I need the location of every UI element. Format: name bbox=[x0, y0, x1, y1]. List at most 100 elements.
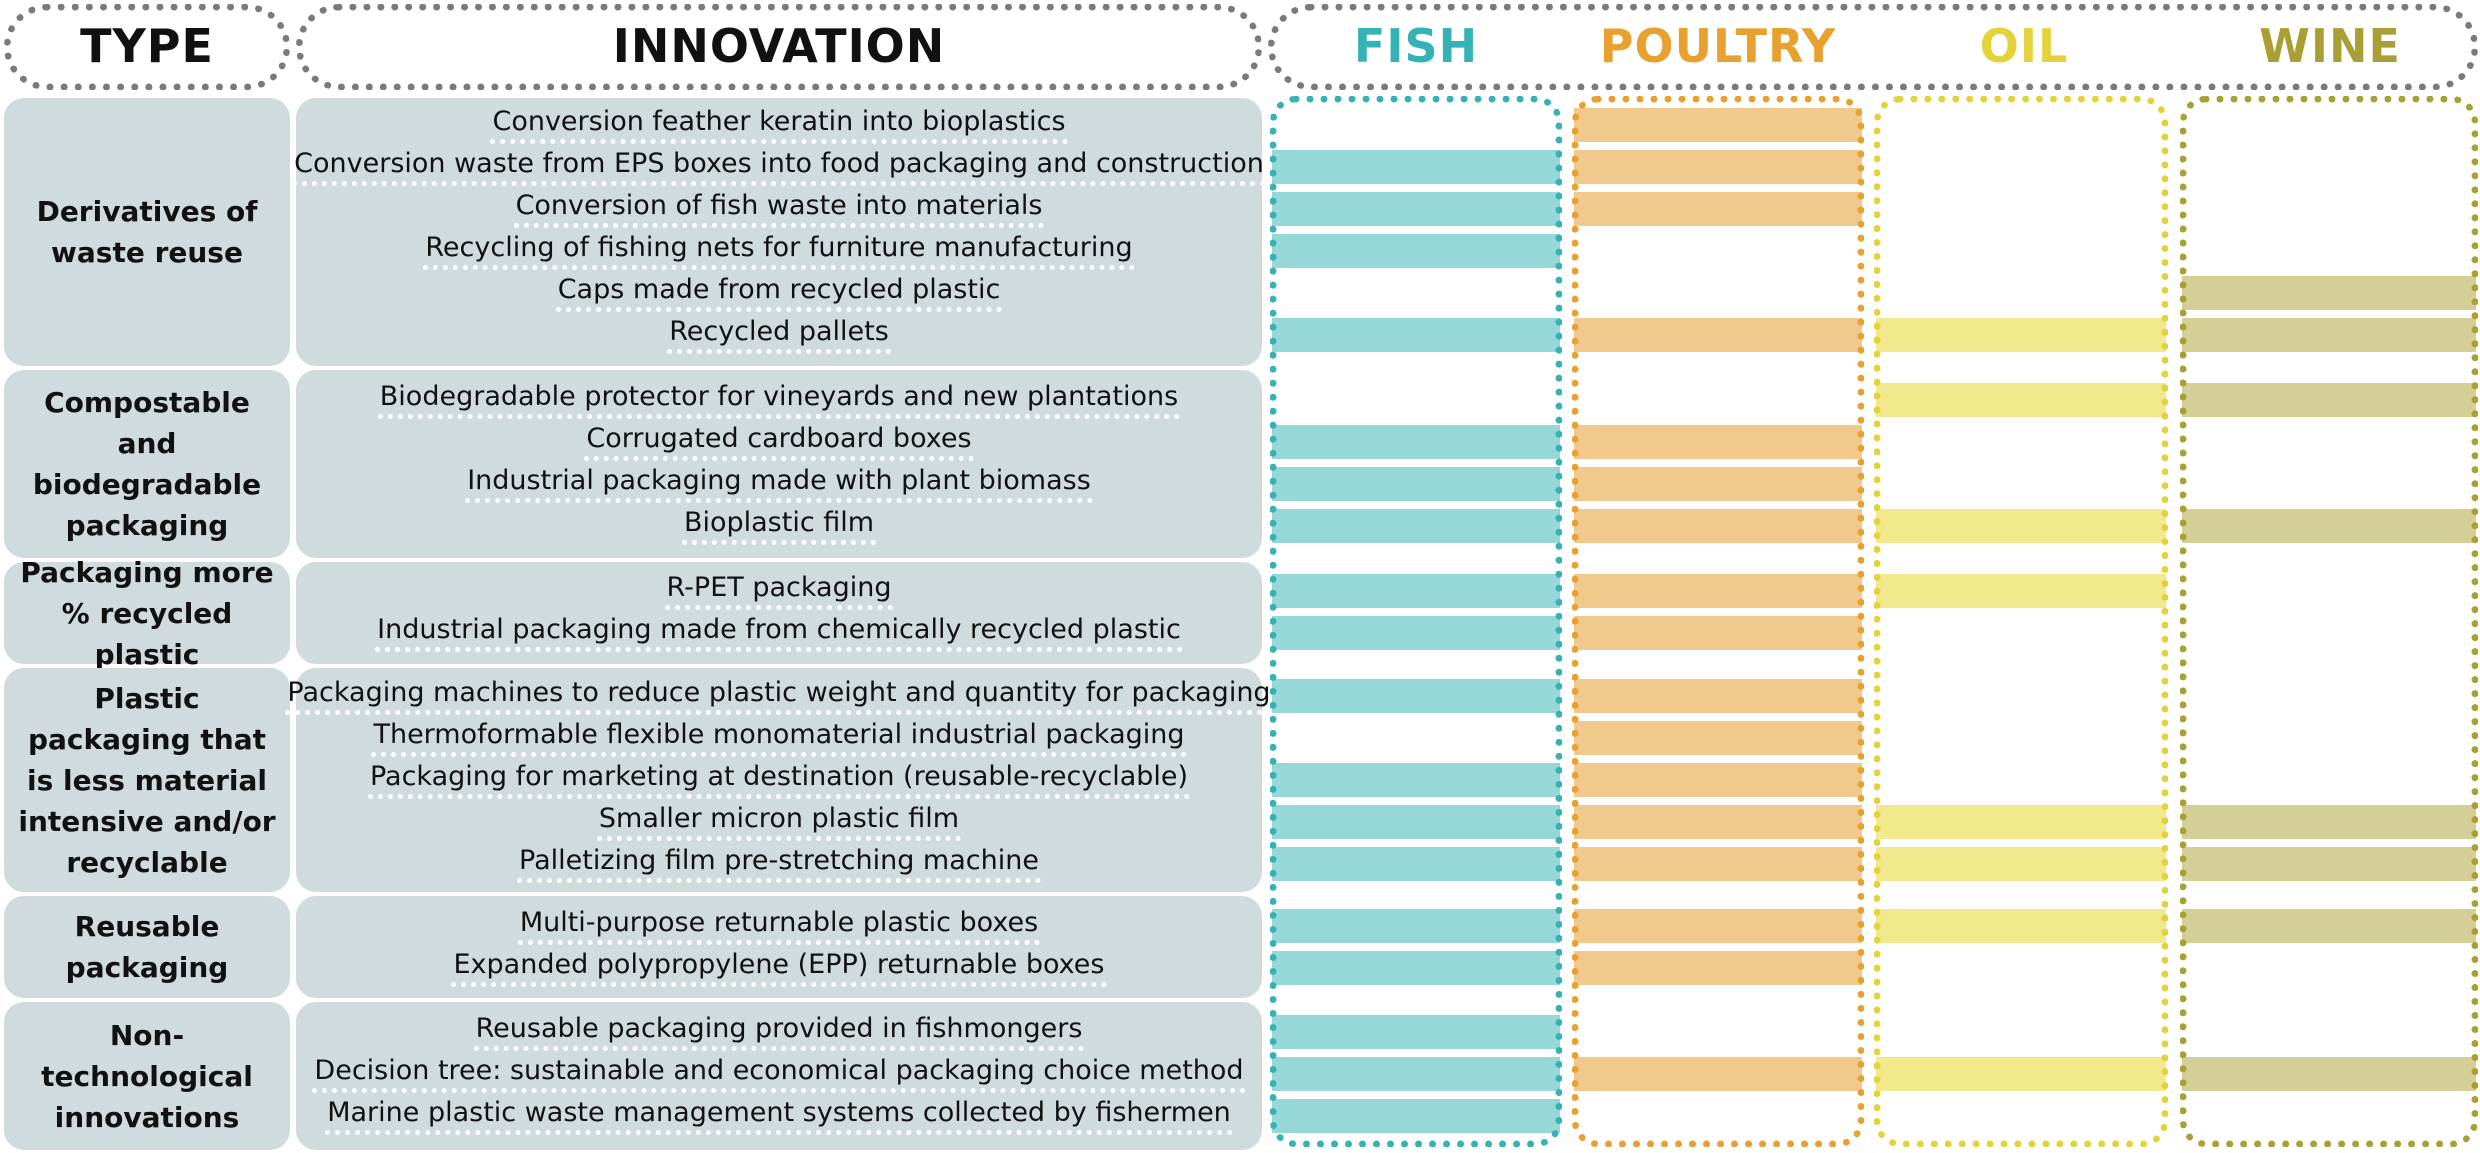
innovation-group-box bbox=[296, 370, 1262, 558]
innovation-text: Recycling of fishing nets for furniture … bbox=[423, 232, 1135, 270]
product-header-wine: WINE bbox=[2259, 19, 2401, 73]
innovation-text: Reusable packaging provided in fishmonge… bbox=[473, 1013, 1085, 1051]
mark-wine bbox=[2182, 1057, 2476, 1091]
innovation-item: Caps made from recycled plastic bbox=[296, 272, 1262, 314]
mark-oil bbox=[1876, 1057, 2166, 1091]
type-cell-box bbox=[4, 1002, 290, 1150]
innovation-item: Packaging for marketing at destination (… bbox=[296, 759, 1262, 801]
column-frame-wine bbox=[2180, 96, 2478, 1147]
column-frame-oil bbox=[1874, 96, 2168, 1147]
type-cell-box bbox=[4, 562, 290, 664]
innovation-group-box bbox=[296, 896, 1262, 998]
mark-fish bbox=[1272, 1015, 1560, 1049]
innovation-text: Decision tree: sustainable and economica… bbox=[312, 1055, 1246, 1093]
innovation-text: Conversion waste from EPS boxes into foo… bbox=[292, 148, 1266, 186]
innovation-item: Conversion feather keratin into bioplast… bbox=[296, 104, 1262, 146]
innovation-text: Palletizing film pre-stretching machine bbox=[517, 845, 1041, 883]
mark-fish bbox=[1272, 150, 1560, 184]
innovation-item: Biodegradable protector for vineyards an… bbox=[296, 379, 1262, 421]
mark-poultry bbox=[1574, 616, 1862, 650]
innovation-item: Bioplastic film bbox=[296, 505, 1262, 547]
type-cell-box bbox=[4, 896, 290, 998]
innovation-item: Smaller micron plastic film bbox=[296, 801, 1262, 843]
mark-poultry bbox=[1574, 150, 1862, 184]
mark-fish bbox=[1272, 318, 1560, 352]
mark-poultry bbox=[1574, 909, 1862, 943]
mark-fish bbox=[1272, 909, 1560, 943]
mark-poultry bbox=[1574, 574, 1862, 608]
innovation-item: Decision tree: sustainable and economica… bbox=[296, 1053, 1262, 1095]
type-cell-box bbox=[4, 370, 290, 558]
mark-poultry bbox=[1574, 108, 1862, 142]
mark-fish bbox=[1272, 763, 1560, 797]
mark-fish bbox=[1272, 1057, 1560, 1091]
innovation-item: R-PET packaging bbox=[296, 570, 1262, 612]
mark-oil bbox=[1876, 909, 2166, 943]
innovation-text: R-PET packaging bbox=[664, 572, 894, 610]
innovation-text: Expanded polypropylene (EPP) returnable … bbox=[451, 949, 1107, 987]
innovation-text: Conversion feather keratin into bioplast… bbox=[490, 106, 1068, 144]
mark-poultry bbox=[1574, 951, 1862, 985]
mark-fish bbox=[1272, 616, 1560, 650]
mark-poultry bbox=[1574, 318, 1862, 352]
mark-oil bbox=[1876, 383, 2166, 417]
innovation-item: Reusable packaging provided in fishmonge… bbox=[296, 1011, 1262, 1053]
type-label: Reusable packaging bbox=[65, 910, 229, 984]
innovation-text: Biodegradable protector for vineyards an… bbox=[377, 381, 1181, 419]
type-cell-box bbox=[4, 98, 290, 366]
mark-fish bbox=[1272, 192, 1560, 226]
innovation-text: Conversion of fish waste into materials bbox=[513, 190, 1045, 228]
mark-oil bbox=[1876, 847, 2166, 881]
product-header-fish: FISH bbox=[1353, 19, 1479, 73]
mark-poultry bbox=[1574, 509, 1862, 543]
mark-fish bbox=[1272, 679, 1560, 713]
innovation-text: Packaging machines to reduce plastic wei… bbox=[285, 677, 1273, 715]
innovation-group-box bbox=[296, 1002, 1262, 1150]
mark-poultry bbox=[1574, 192, 1862, 226]
innovation-item: Recycled pallets bbox=[296, 314, 1262, 356]
innovation-text: Thermoformable flexible monomaterial ind… bbox=[371, 719, 1187, 757]
mark-wine bbox=[2182, 847, 2476, 881]
innovation-item: Industrial packaging made with plant bio… bbox=[296, 463, 1262, 505]
innovation-item: Thermoformable flexible monomaterial ind… bbox=[296, 717, 1262, 759]
mark-fish bbox=[1272, 1099, 1560, 1133]
product-header-poultry: POULTRY bbox=[1599, 19, 1837, 73]
type-header: TYPE bbox=[80, 19, 214, 73]
innovation-text: Corrugated cardboard boxes bbox=[584, 423, 974, 461]
innovation-item: Marine plastic waste management systems … bbox=[296, 1095, 1262, 1137]
type-label: Compostable and biodegradable packaging bbox=[32, 386, 262, 542]
mark-fish bbox=[1272, 425, 1560, 459]
mark-poultry bbox=[1574, 679, 1862, 713]
type-header-pill bbox=[4, 4, 290, 90]
type-cell-box bbox=[4, 668, 290, 892]
innovation-text: Industrial packaging made with plant bio… bbox=[465, 465, 1093, 503]
mark-poultry bbox=[1574, 425, 1862, 459]
innovation-item: Corrugated cardboard boxes bbox=[296, 421, 1262, 463]
mark-poultry bbox=[1574, 721, 1862, 755]
mark-poultry bbox=[1574, 847, 1862, 881]
column-frame-poultry bbox=[1572, 96, 1864, 1147]
mark-fish bbox=[1272, 847, 1560, 881]
innovation-item: Conversion of fish waste into materials bbox=[296, 188, 1262, 230]
innovation-header: INNOVATION bbox=[612, 19, 946, 73]
type-label: Derivatives of waste reuse bbox=[36, 195, 258, 269]
mark-poultry bbox=[1574, 467, 1862, 501]
mark-fish bbox=[1272, 234, 1560, 268]
mark-fish bbox=[1272, 805, 1560, 839]
innovation-header-pill bbox=[296, 4, 1262, 90]
innovation-text: Industrial packaging made from chemicall… bbox=[375, 614, 1183, 652]
innovation-item: Palletizing film pre-stretching machine bbox=[296, 843, 1262, 885]
mark-oil bbox=[1876, 318, 2166, 352]
mark-wine bbox=[2182, 318, 2476, 352]
product-header-oil: OIL bbox=[1979, 19, 2069, 73]
column-frame-fish bbox=[1270, 96, 1562, 1147]
mark-oil bbox=[1876, 509, 2166, 543]
innovation-item: Multi-purpose returnable plastic boxes bbox=[296, 905, 1262, 947]
innovation-item: Conversion waste from EPS boxes into foo… bbox=[292, 146, 1266, 188]
innovation-text: Bioplastic film bbox=[681, 507, 877, 545]
type-label: Packaging more % recycled plastic bbox=[20, 555, 274, 671]
type-label: Plastic packaging that is less material … bbox=[18, 681, 276, 879]
innovation-text: Marine plastic waste management systems … bbox=[325, 1097, 1233, 1135]
innovation-text: Packaging for marketing at destination (… bbox=[367, 761, 1191, 799]
innovation-item: Recycling of fishing nets for furniture … bbox=[296, 230, 1262, 272]
